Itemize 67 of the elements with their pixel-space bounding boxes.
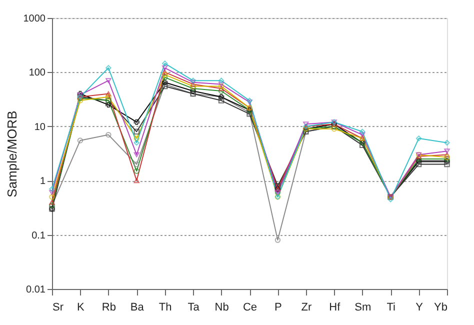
- x-tick-label: Ti: [386, 302, 396, 314]
- point: [134, 140, 140, 146]
- point: [106, 132, 112, 138]
- y-tick-label: 0.01: [26, 284, 46, 296]
- point: [134, 161, 140, 168]
- y-tick-label: 0.1: [32, 230, 46, 242]
- x-tick-label: Sr: [52, 302, 64, 314]
- point: [134, 119, 140, 125]
- y-tick-label: 100: [28, 68, 46, 79]
- point: [106, 102, 112, 108]
- point: [190, 86, 196, 92]
- point: [218, 88, 224, 94]
- point: [162, 65, 168, 70]
- point: [106, 91, 112, 96]
- x-tick-label: Y: [416, 302, 424, 314]
- x-tick-label: K: [77, 302, 86, 314]
- x-tick-label: Sm: [354, 302, 372, 314]
- point: [274, 237, 281, 243]
- x-tick-label: P: [274, 302, 282, 314]
- point: [190, 88, 196, 94]
- point: [218, 82, 224, 87]
- point: [134, 152, 140, 158]
- point: [106, 94, 112, 100]
- point: [388, 196, 394, 202]
- x-tick-label: Ce: [242, 302, 258, 314]
- point: [444, 140, 450, 146]
- x-tick-label: Rb: [102, 302, 116, 314]
- point: [360, 142, 366, 148]
- point: [134, 168, 140, 174]
- point: [444, 148, 450, 154]
- point: [106, 65, 112, 71]
- y-tick-label: 1: [40, 176, 46, 188]
- point: [106, 78, 112, 84]
- point: [162, 60, 168, 66]
- point: [331, 126, 337, 132]
- y-axis-title: Sample/MORB: [4, 110, 20, 198]
- point: [218, 78, 224, 84]
- point: [360, 132, 366, 138]
- x-tick-label: Nb: [214, 302, 229, 314]
- x-tick-label: Ba: [130, 302, 145, 314]
- point: [360, 128, 366, 134]
- point: [444, 152, 450, 158]
- point: [416, 161, 422, 168]
- point: [162, 74, 168, 80]
- point: [246, 100, 252, 105]
- point: [77, 138, 84, 144]
- point: [134, 136, 140, 142]
- x-tick-label: Yb: [434, 302, 448, 314]
- x-tick-label: Th: [158, 302, 172, 314]
- point: [190, 83, 196, 90]
- point: [49, 190, 55, 196]
- y-tick-label: 1000: [23, 14, 46, 24]
- point: [134, 178, 140, 184]
- point: [162, 72, 168, 78]
- point: [77, 98, 84, 104]
- y-tick-label: 10: [34, 122, 46, 133]
- point: [218, 98, 224, 104]
- point: [416, 136, 422, 142]
- point: [49, 186, 55, 192]
- x-tick-label: Ta: [188, 302, 200, 314]
- point: [274, 183, 281, 189]
- point: [162, 70, 168, 75]
- point: [49, 200, 55, 205]
- point: [218, 86, 224, 92]
- x-tick-label: Zr: [301, 302, 312, 314]
- x-tick-label: Hf: [329, 302, 342, 314]
- point: [134, 128, 140, 134]
